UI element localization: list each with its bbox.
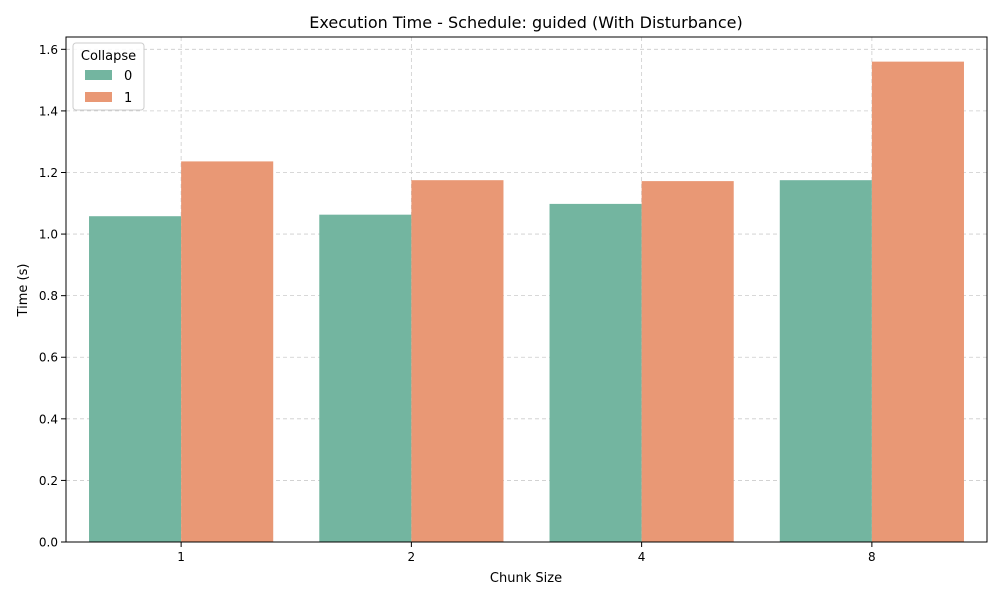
legend: Collapse 01 (72, 42, 145, 111)
bar-collapse-0-chunk-4 (549, 203, 642, 542)
x-tick-label: 2 (408, 550, 416, 564)
bar-collapse-1-chunk-1 (181, 161, 274, 542)
axes-layer: 0.0 0.2 0.4 0.6 0.8 1.0 1.2 1.4 1.6 1 2 4 8 (39, 43, 876, 564)
x-tick-label: 8 (868, 550, 876, 564)
bar-collapse-0-chunk-8 (779, 180, 872, 542)
chart-title: Execution Time - Schedule: guided (With … (309, 13, 742, 32)
y-tick-label: 1.4 (39, 104, 58, 118)
legend-swatch-0 (85, 70, 112, 80)
bar-collapse-1-chunk-8 (871, 61, 964, 542)
x-tick-label: 4 (638, 550, 646, 564)
y-tick-label: 0.6 (39, 351, 58, 365)
bar-collapse-1-chunk-2 (411, 180, 504, 542)
x-tick-label: 1 (177, 550, 185, 564)
legend-label-0: 0 (124, 69, 132, 84)
legend-label-1: 1 (124, 91, 132, 106)
y-tick-label: 0.0 (39, 536, 58, 550)
bar-collapse-0-chunk-1 (89, 216, 182, 542)
x-axis-label: Chunk Size (490, 571, 562, 586)
bars-layer (89, 61, 964, 543)
legend-swatch-1 (85, 92, 112, 102)
y-tick-label: 0.8 (39, 289, 58, 303)
bar-collapse-1-chunk-4 (641, 181, 734, 543)
y-tick-label: 0.2 (39, 474, 58, 488)
bar-collapse-0-chunk-2 (319, 214, 412, 543)
legend-title: Collapse (81, 49, 136, 64)
y-tick-label: 1.0 (39, 228, 58, 242)
y-tick-label: 1.6 (39, 43, 58, 57)
y-tick-label: 0.4 (39, 412, 58, 426)
plot-frame (65, 36, 988, 543)
y-tick-label: 1.2 (39, 166, 58, 180)
legend-entries: 01 (85, 69, 132, 106)
y-axis-label: Time (s) (16, 264, 31, 318)
